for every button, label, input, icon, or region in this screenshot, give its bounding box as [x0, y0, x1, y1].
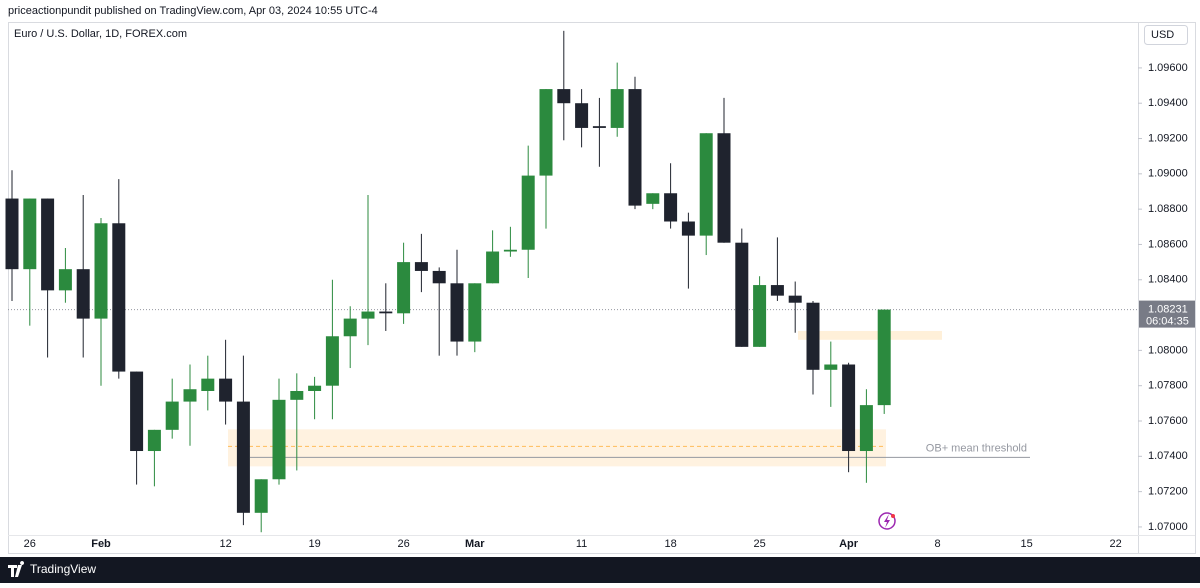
- candle-body: [699, 133, 713, 236]
- candle-body: [859, 405, 873, 452]
- candle-body: [112, 223, 126, 372]
- candle-body: [361, 311, 375, 319]
- icon-dot: [891, 514, 895, 518]
- candle-body: [717, 133, 731, 243]
- candle-body: [76, 269, 90, 319]
- icon-bolt: [884, 514, 890, 528]
- candle-body: [94, 223, 108, 319]
- candle-body: [806, 302, 820, 370]
- candle-body: [183, 389, 197, 402]
- candle-body: [308, 385, 322, 391]
- lightning-icon[interactable]: [878, 512, 896, 530]
- candle-body: [575, 103, 589, 128]
- candle-body: [23, 198, 37, 270]
- order-block-zone: [228, 429, 886, 467]
- candle-body: [219, 378, 233, 402]
- y-tick-label: 1.09400: [1148, 97, 1188, 109]
- last-price-box: [1139, 300, 1195, 328]
- x-tick-label: Feb: [91, 538, 111, 550]
- small-zone: [798, 330, 942, 340]
- y-tick-label: 1.08800: [1148, 203, 1188, 215]
- candle-body: [486, 251, 500, 284]
- candle-body: [325, 336, 339, 386]
- y-tick-label: 1.08000: [1148, 344, 1188, 356]
- currency-box[interactable]: [1144, 25, 1188, 45]
- x-tick-label: 22: [1109, 538, 1121, 550]
- x-tick-label: 8: [935, 538, 941, 550]
- candle-body: [58, 269, 72, 291]
- icon-ring: [878, 512, 896, 530]
- header-text: priceactionpundit published on TradingVi…: [8, 5, 378, 17]
- candle-body: [539, 89, 553, 176]
- x-tick-label: 11: [576, 538, 587, 550]
- footer-brand: TradingView: [30, 562, 96, 576]
- y-tick-label: 1.09200: [1148, 132, 1188, 144]
- candle-body: [664, 193, 678, 222]
- symbol-title: Euro / U.S. Dollar, 1D, FOREX.com: [14, 28, 187, 40]
- candle-body: [468, 283, 482, 342]
- x-tick-label: 25: [753, 538, 765, 550]
- candle-body: [646, 193, 660, 204]
- candle-body: [824, 364, 838, 370]
- candle-body: [681, 221, 695, 236]
- candle-body: [343, 318, 357, 337]
- y-tick-label: 1.09000: [1148, 168, 1188, 180]
- candle-body: [130, 371, 144, 452]
- candle-body: [735, 242, 749, 347]
- y-tick-label: 1.07800: [1148, 380, 1188, 392]
- y-tick-label: 1.07400: [1148, 450, 1188, 462]
- candle-body: [272, 399, 286, 480]
- y-tick-label: 1.08600: [1148, 238, 1188, 250]
- candle-body: [557, 89, 571, 104]
- x-tick-label: 12: [219, 538, 231, 550]
- y-tick-label: 1.07600: [1148, 415, 1188, 427]
- countdown-label: 06:04:35: [1146, 316, 1189, 328]
- candle-body: [41, 198, 55, 291]
- candle-body: [165, 401, 179, 430]
- candle-body: [5, 198, 19, 270]
- y-tick-label: 1.09600: [1148, 62, 1188, 74]
- chart-frame: [8, 22, 1196, 554]
- x-tick-label: Mar: [465, 538, 485, 550]
- x-tick-label: 26: [397, 538, 409, 550]
- threshold-label: OB+ mean threshold: [926, 442, 1027, 454]
- candle-body: [770, 285, 784, 296]
- x-tick-label: 19: [308, 538, 320, 550]
- candle-body: [628, 89, 642, 206]
- candle-body: [379, 311, 393, 314]
- candle-body: [877, 309, 891, 406]
- candle-body: [414, 262, 428, 271]
- y-tick-label: 1.07000: [1148, 521, 1188, 533]
- x-tick-label: Apr: [839, 538, 859, 550]
- y-tick-label: 1.08400: [1148, 274, 1188, 286]
- candle-body: [236, 401, 250, 513]
- candle-body: [521, 175, 535, 250]
- candle-body: [432, 270, 446, 284]
- candle-body: [610, 89, 624, 128]
- candle-body: [450, 283, 464, 342]
- candle-body: [254, 479, 268, 513]
- x-tick-label: 15: [1020, 538, 1032, 550]
- candle-body: [147, 429, 161, 452]
- footer-bar: [0, 557, 1200, 583]
- y-tick-label: 1.07200: [1148, 486, 1188, 498]
- plot: OB+ mean threshold 1.07000 1.07200 1.07400 1…: [5, 30, 1195, 550]
- candle-body: [753, 285, 767, 347]
- x-tick-label: 26: [24, 538, 36, 550]
- x-tick-label: 18: [664, 538, 676, 550]
- candle-body: [290, 390, 304, 400]
- candle-body: [842, 364, 856, 452]
- candle-body: [201, 378, 215, 391]
- candle-body: [503, 249, 517, 252]
- candle-body: [592, 126, 606, 128]
- candle-body: [397, 262, 411, 314]
- candle-body: [788, 295, 802, 303]
- currency: USD: [1151, 29, 1174, 41]
- last-price-label: 1.08231: [1148, 304, 1188, 316]
- footer-logo: [8, 561, 25, 577]
